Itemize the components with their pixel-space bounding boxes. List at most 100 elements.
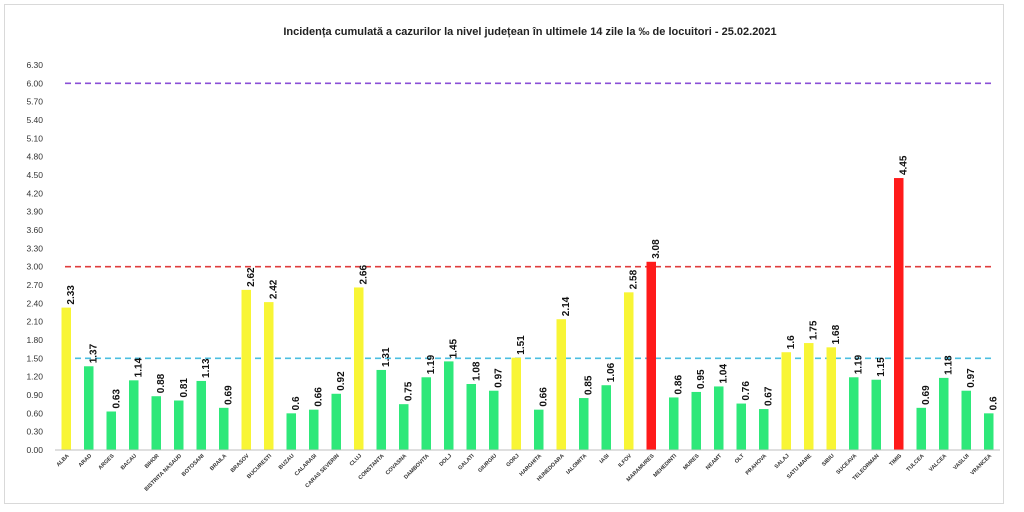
- data-label: 1.13: [201, 358, 212, 378]
- y-tick-label: 0.00: [26, 445, 43, 455]
- bar: [174, 400, 184, 450]
- x-tick-label: ILFOV: [617, 453, 633, 469]
- bar: [759, 409, 769, 450]
- data-label: 4.45: [899, 155, 910, 175]
- x-tick-label: GALATI: [457, 453, 476, 472]
- bar: [556, 319, 566, 450]
- bar: [781, 352, 791, 450]
- bar: [624, 292, 634, 450]
- data-label: 0.97: [966, 368, 977, 388]
- data-label: 1.15: [876, 357, 887, 377]
- data-label: 1.08: [471, 361, 482, 381]
- data-label: 0.81: [179, 378, 190, 398]
- y-axis: 0.00 0.30 0.60 0.90 1.20 1.50 1.80 2.10 2.40 2.70…: [26, 60, 43, 455]
- y-tick-label: 2.40: [26, 298, 43, 308]
- x-tick-label: DOLJ: [439, 453, 454, 468]
- data-labels-group: 2.33 1.37 0.63 1.14 0.88 0.81 1.13 0.69 2.62 2.42…: [66, 155, 1000, 410]
- x-tick-label: SALAJ: [774, 453, 791, 470]
- data-label: 0.97: [494, 368, 505, 388]
- bar: [286, 413, 296, 450]
- data-label: 1.45: [449, 338, 460, 358]
- bar: [489, 390, 499, 450]
- bar: [331, 393, 341, 450]
- y-tick-label: 3.60: [26, 225, 43, 235]
- y-tick-label: 4.80: [26, 152, 43, 162]
- data-label: 1.37: [89, 343, 100, 363]
- data-label: 2.58: [629, 269, 640, 289]
- y-tick-label: 6.00: [26, 78, 43, 88]
- x-tick-label: BRASOV: [230, 453, 251, 474]
- bar: [309, 409, 319, 450]
- bar: [534, 409, 544, 450]
- bar: [849, 377, 859, 450]
- x-tick-label: BACAU: [120, 453, 138, 471]
- bar: [421, 377, 431, 450]
- x-tick-label: TULCEA: [906, 453, 926, 473]
- bar: [691, 391, 701, 450]
- bar: [106, 411, 116, 450]
- y-tick-label: 1.50: [26, 353, 43, 363]
- y-tick-label: 5.40: [26, 115, 43, 125]
- x-tick-label: BOTOSANI: [181, 453, 206, 478]
- x-tick-label: PRAHOVA: [745, 453, 768, 476]
- data-label: 3.08: [651, 239, 662, 259]
- data-label: 0.86: [674, 375, 685, 395]
- x-tick-label: ARGES: [98, 453, 116, 471]
- x-tick-label: SIBIU: [821, 453, 836, 468]
- bar: [826, 347, 836, 450]
- data-label: 2.62: [246, 267, 257, 287]
- data-label: 0.6: [989, 396, 1000, 410]
- bar: [511, 357, 521, 450]
- bar: [714, 386, 724, 450]
- data-label: 1.18: [944, 355, 955, 375]
- x-tick-label: ARAD: [78, 453, 93, 468]
- data-label: 1.6: [786, 335, 797, 349]
- bar: [736, 403, 746, 450]
- x-tick-label: VRANCEA: [970, 453, 993, 476]
- bar: [961, 390, 971, 450]
- y-tick-label: 3.00: [26, 262, 43, 272]
- data-label: 1.51: [516, 335, 527, 355]
- y-tick-label: 2.10: [26, 317, 43, 327]
- x-tick-label: COVASNA: [385, 453, 408, 476]
- x-tick-label: MEHEDINTI: [653, 453, 679, 479]
- x-tick-label: ALBA: [56, 453, 71, 468]
- data-label: 1.19: [854, 354, 865, 374]
- bar: [399, 404, 409, 450]
- x-tick-label: BUCURESTI: [246, 453, 273, 480]
- y-tick-label: 0.60: [26, 408, 43, 418]
- x-tick-label: OLT: [734, 453, 746, 465]
- bar: [804, 343, 814, 450]
- y-tick-label: 0.90: [26, 390, 43, 400]
- data-label: 2.14: [561, 296, 572, 316]
- x-tick-label: NEAMT: [705, 453, 724, 472]
- data-label: 2.33: [66, 285, 77, 305]
- bar: [646, 261, 656, 450]
- data-label: 0.66: [539, 387, 550, 407]
- data-label: 1.19: [426, 354, 437, 374]
- bar: [871, 379, 881, 450]
- bar: [241, 289, 251, 450]
- bar: [219, 407, 229, 450]
- x-tick-label: BRAILA: [209, 453, 228, 472]
- bar: [939, 377, 949, 450]
- data-label: 0.85: [584, 375, 595, 395]
- y-tick-label: 0.30: [26, 427, 43, 437]
- bars-group: [61, 178, 994, 451]
- bar: [354, 287, 364, 450]
- bar: [151, 396, 161, 450]
- x-tick-label: TIMIS: [889, 453, 904, 468]
- y-tick-label: 3.30: [26, 243, 43, 253]
- x-tick-label: CLUJ: [349, 453, 363, 467]
- x-tick-label: VASLUI: [952, 453, 971, 472]
- bar: [984, 413, 994, 450]
- y-tick-label: 5.10: [26, 133, 43, 143]
- x-tick-label: SUCEAVA: [835, 453, 858, 476]
- data-label: 1.04: [719, 364, 730, 384]
- data-label: 0.63: [111, 389, 122, 409]
- data-label: 0.75: [404, 381, 415, 401]
- bar: [444, 361, 454, 450]
- bar: [264, 302, 274, 450]
- data-label: 1.31: [381, 347, 392, 367]
